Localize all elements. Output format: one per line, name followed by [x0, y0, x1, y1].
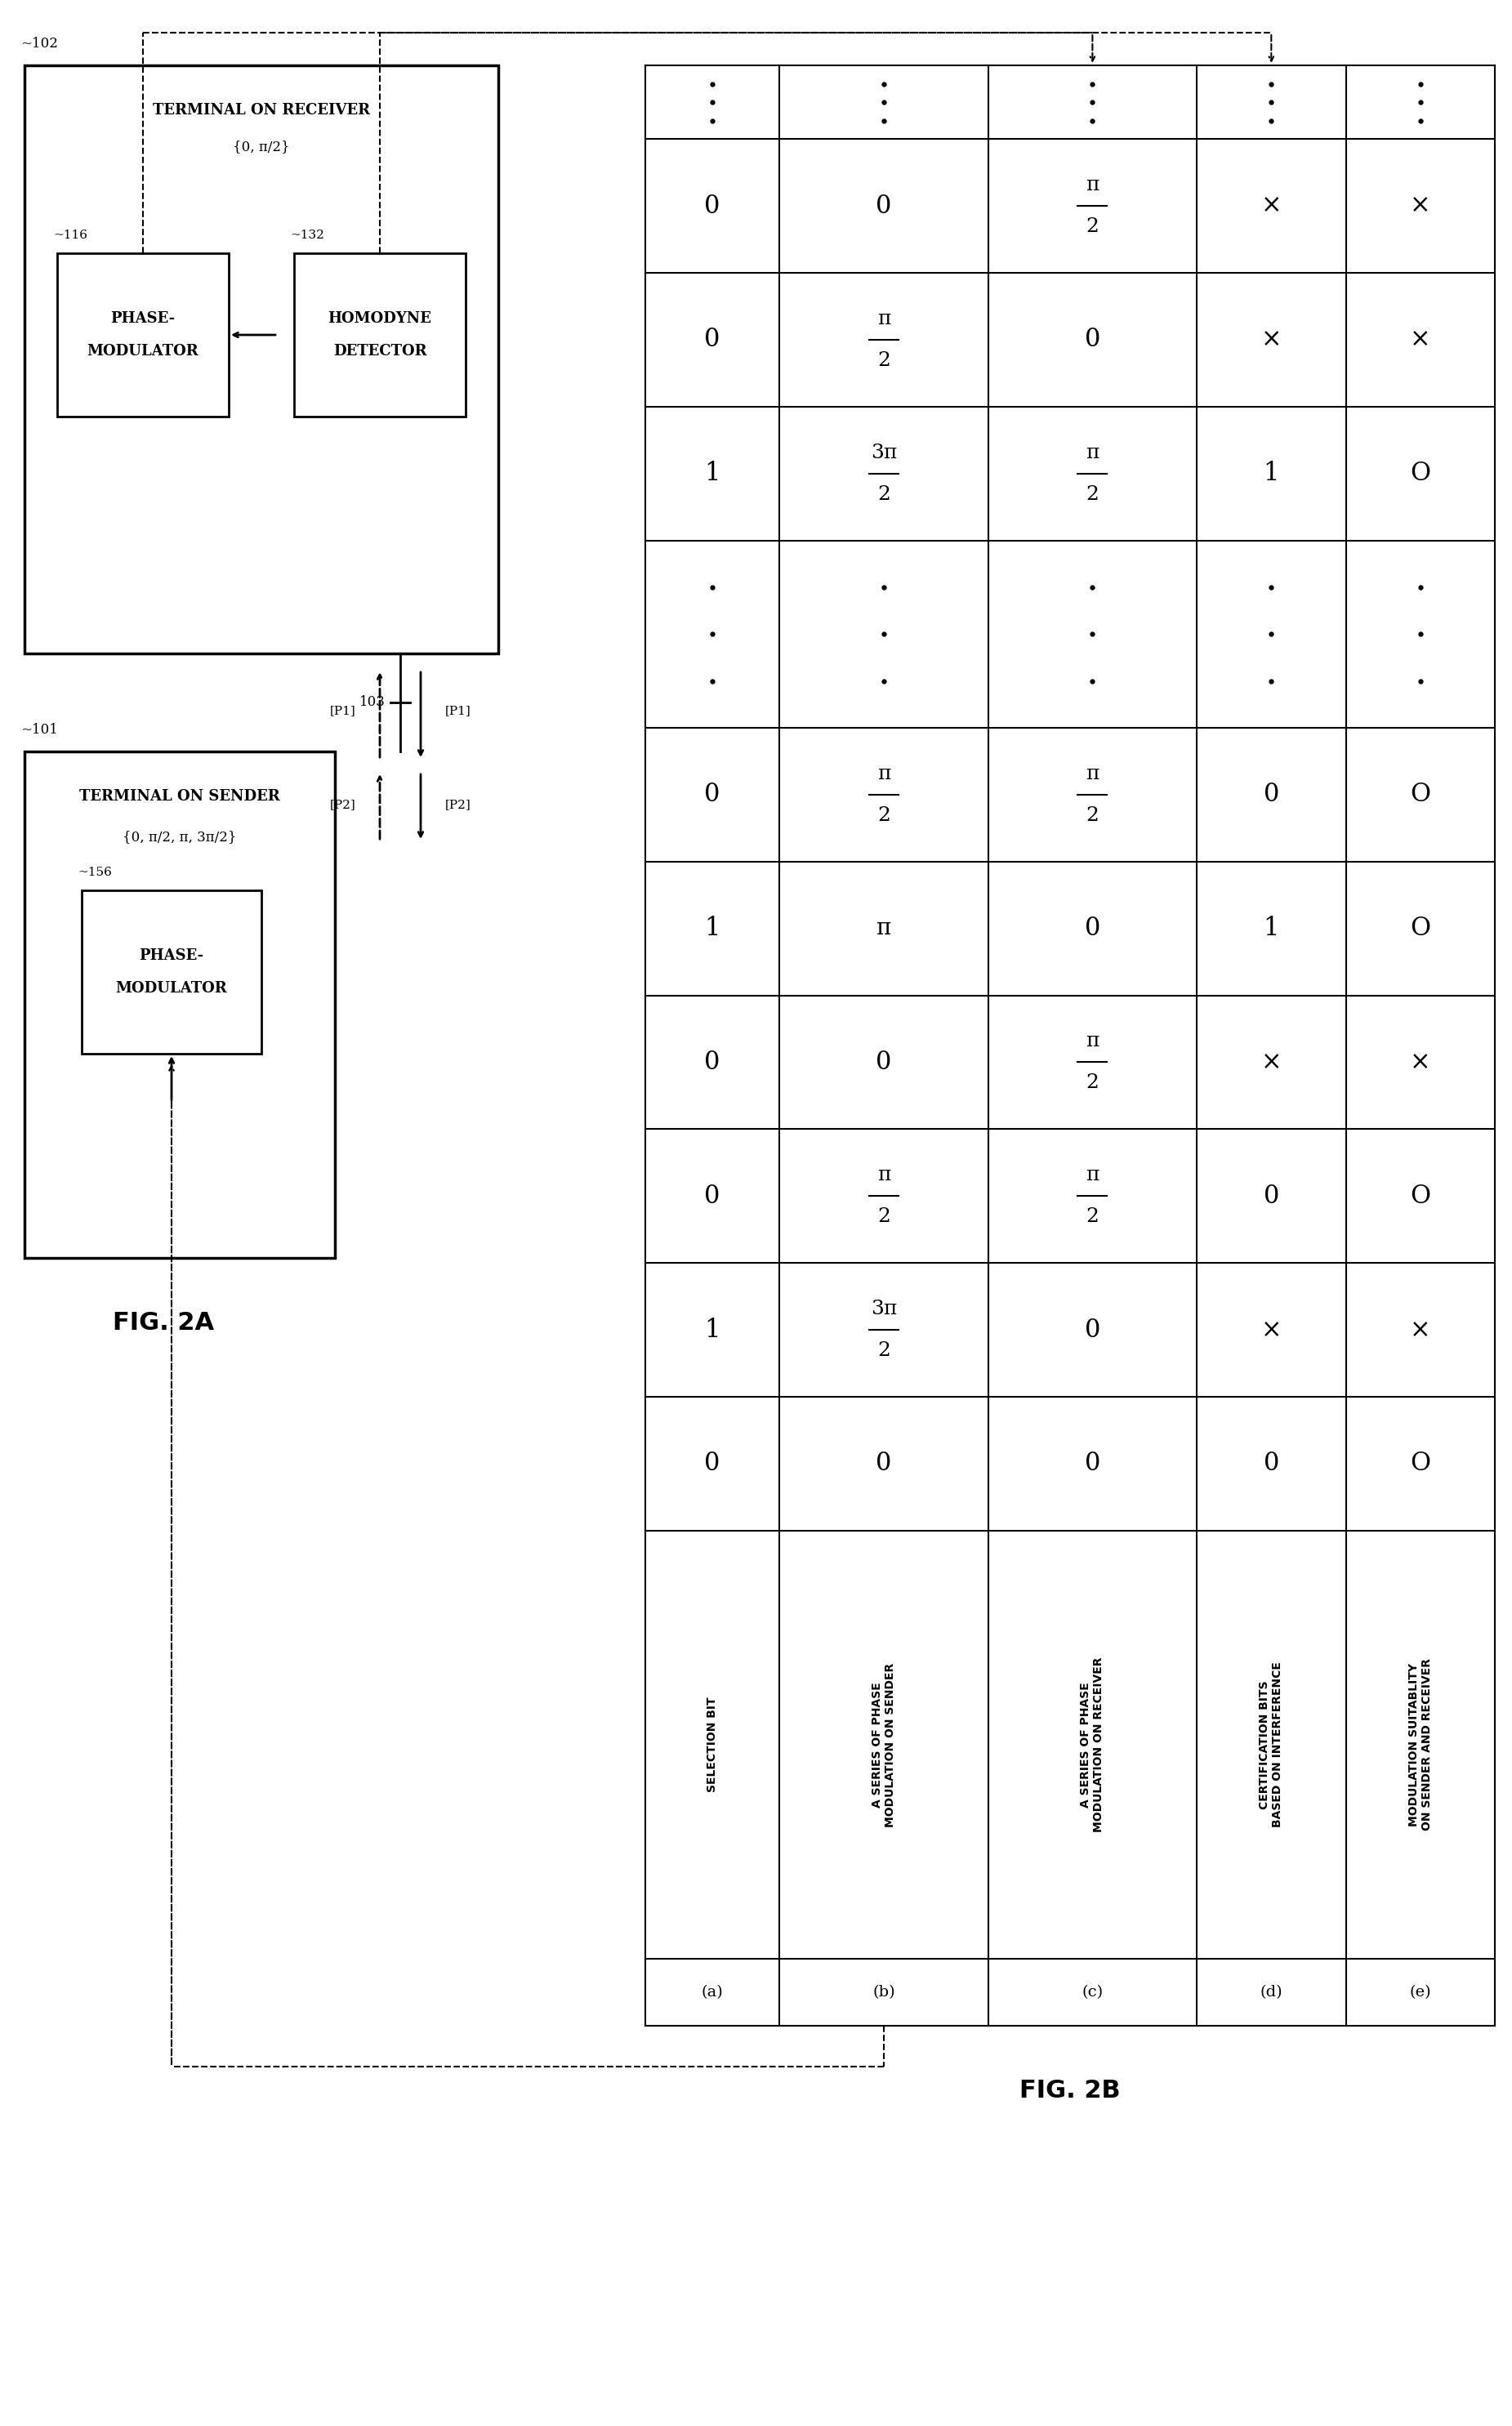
- Bar: [24, 752, 336, 1259]
- Text: 2: 2: [877, 1208, 891, 1225]
- Text: 0: 0: [705, 1184, 720, 1208]
- Text: {0, π/2, π, 3π/2}: {0, π/2, π, 3π/2}: [122, 830, 237, 844]
- Text: π: π: [877, 1167, 891, 1184]
- Text: π: π: [1086, 1167, 1099, 1184]
- Text: SELECTION BIT: SELECTION BIT: [706, 1698, 718, 1793]
- Text: (c): (c): [1081, 1984, 1104, 1999]
- Text: O: O: [1411, 915, 1430, 941]
- Text: ×: ×: [1409, 1317, 1430, 1342]
- Text: 0: 0: [1264, 1451, 1279, 1477]
- Text: ~116: ~116: [53, 230, 88, 240]
- Text: 0: 0: [1264, 1184, 1279, 1208]
- Text: 0: 0: [1084, 915, 1101, 941]
- Text: [P1]: [P1]: [445, 706, 472, 716]
- Text: 2: 2: [1086, 1208, 1099, 1225]
- Text: FIG. 2B: FIG. 2B: [1019, 2079, 1120, 2103]
- Text: 0: 0: [875, 194, 892, 218]
- Text: π: π: [877, 764, 891, 784]
- Text: ×: ×: [1261, 1317, 1282, 1342]
- Text: 1: 1: [1264, 461, 1279, 485]
- Text: O: O: [1411, 461, 1430, 485]
- Text: 0: 0: [875, 1451, 892, 1477]
- Text: ×: ×: [1261, 1050, 1282, 1075]
- Text: 0: 0: [1084, 1451, 1101, 1477]
- Text: 1: 1: [705, 1317, 720, 1342]
- Text: [P2]: [P2]: [445, 798, 472, 810]
- Text: O: O: [1411, 781, 1430, 808]
- Text: O: O: [1411, 1184, 1430, 1208]
- Text: TERMINAL ON RECEIVER: TERMINAL ON RECEIVER: [153, 102, 370, 116]
- Text: O: O: [1411, 1451, 1430, 1477]
- Text: FIG. 2A: FIG. 2A: [113, 1312, 215, 1334]
- Text: 0: 0: [705, 1451, 720, 1477]
- Text: 2: 2: [877, 485, 891, 505]
- Text: ×: ×: [1261, 194, 1282, 218]
- Text: DETECTOR: DETECTOR: [333, 344, 426, 359]
- Text: π: π: [877, 917, 891, 939]
- Text: 2: 2: [1086, 485, 1099, 505]
- Text: 2: 2: [877, 805, 891, 825]
- Text: 2: 2: [1086, 1075, 1099, 1092]
- Text: π: π: [877, 311, 891, 328]
- Bar: [57, 252, 228, 417]
- Text: HOMODYNE: HOMODYNE: [328, 311, 431, 325]
- Text: (a): (a): [702, 1984, 723, 1999]
- Bar: [24, 66, 499, 653]
- Text: 2: 2: [1086, 805, 1099, 825]
- Text: 0: 0: [705, 328, 720, 352]
- Text: 0: 0: [1084, 1317, 1101, 1342]
- Text: 103: 103: [360, 696, 386, 708]
- Text: (e): (e): [1409, 1984, 1432, 1999]
- Text: ~156: ~156: [77, 866, 112, 878]
- Text: {0, π/2}: {0, π/2}: [233, 141, 290, 153]
- Text: π: π: [1086, 1031, 1099, 1050]
- Text: (b): (b): [872, 1984, 895, 1999]
- Text: (d): (d): [1259, 1984, 1282, 1999]
- Text: PHASE-: PHASE-: [139, 949, 204, 963]
- Text: ~132: ~132: [290, 230, 324, 240]
- Bar: [82, 890, 262, 1053]
- Text: MODULATOR: MODULATOR: [88, 344, 198, 359]
- Text: 2: 2: [877, 352, 891, 369]
- Text: TERMINAL ON SENDER: TERMINAL ON SENDER: [79, 788, 280, 803]
- Text: 1: 1: [1264, 915, 1279, 941]
- Text: π: π: [1086, 175, 1099, 194]
- Text: ~102: ~102: [21, 36, 57, 51]
- Text: 0: 0: [705, 781, 720, 808]
- Text: π: π: [1086, 764, 1099, 784]
- Text: [P1]: [P1]: [330, 706, 355, 716]
- Text: 0: 0: [875, 1050, 892, 1075]
- Text: ×: ×: [1409, 328, 1430, 352]
- Text: ×: ×: [1409, 1050, 1430, 1075]
- Text: MODULATION SUITABLITY
ON SENDER AND RECEIVER: MODULATION SUITABLITY ON SENDER AND RECE…: [1408, 1659, 1433, 1832]
- Text: CERTIFICATION BITS
BASED ON INTERFERENCE: CERTIFICATION BITS BASED ON INTERFERENCE: [1259, 1662, 1284, 1827]
- Text: 0: 0: [705, 1050, 720, 1075]
- Text: 0: 0: [1264, 781, 1279, 808]
- Text: 3π: 3π: [871, 1300, 897, 1317]
- Text: ×: ×: [1409, 194, 1430, 218]
- Text: 2: 2: [1086, 218, 1099, 235]
- Text: MODULATOR: MODULATOR: [116, 980, 227, 995]
- Text: ~101: ~101: [21, 723, 57, 738]
- Text: ×: ×: [1261, 328, 1282, 352]
- Text: 0: 0: [705, 194, 720, 218]
- Text: 2: 2: [877, 1342, 891, 1361]
- Text: 0: 0: [1084, 328, 1101, 352]
- Text: PHASE-: PHASE-: [110, 311, 175, 325]
- Text: A SERIES OF PHASE
MODULATION ON SENDER: A SERIES OF PHASE MODULATION ON SENDER: [871, 1662, 897, 1827]
- Text: π: π: [1086, 444, 1099, 461]
- Text: 1: 1: [705, 461, 720, 485]
- Text: [P2]: [P2]: [330, 798, 355, 810]
- Text: 1: 1: [705, 915, 720, 941]
- Text: A SERIES OF PHASE
MODULATION ON RECEIVER: A SERIES OF PHASE MODULATION ON RECEIVER: [1080, 1657, 1105, 1832]
- Text: 3π: 3π: [871, 444, 897, 461]
- Bar: [293, 252, 466, 417]
